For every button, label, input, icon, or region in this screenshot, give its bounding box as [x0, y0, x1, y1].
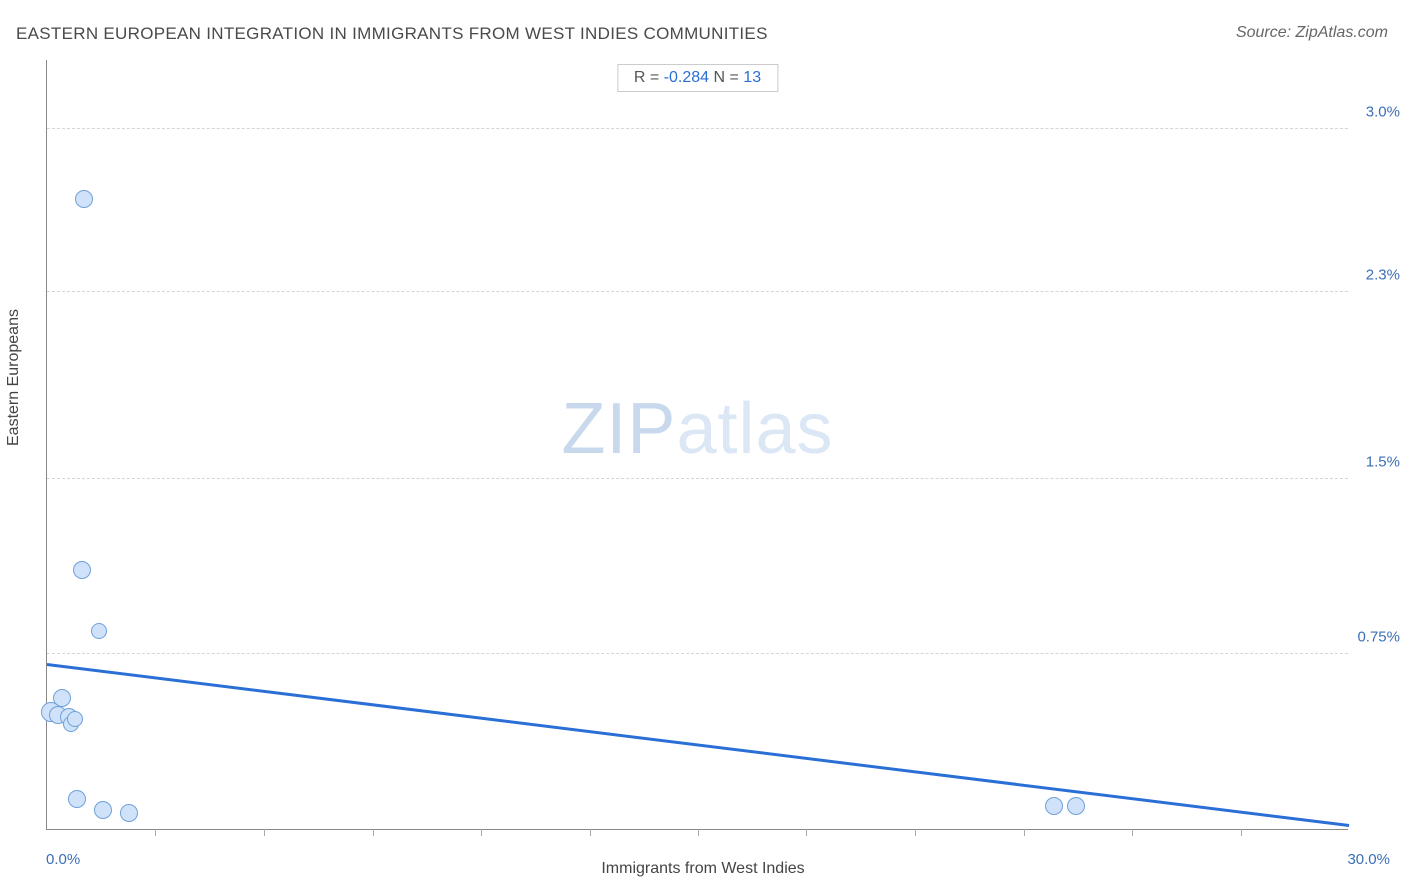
- y-axis-title: Eastern Europeans: [5, 309, 23, 446]
- scatter-point: [73, 561, 91, 579]
- n-value: 13: [743, 69, 761, 86]
- chart-title: EASTERN EUROPEAN INTEGRATION IN IMMIGRAN…: [16, 24, 768, 44]
- y-tick-label: 0.75%: [1357, 629, 1400, 646]
- gridline: [47, 128, 1348, 129]
- x-tick-mark: [373, 829, 374, 836]
- correlation-stats-box: R = -0.284 N = 13: [617, 64, 778, 92]
- regression-line: [47, 663, 1349, 826]
- x-tick-mark: [264, 829, 265, 836]
- scatter-point: [75, 190, 93, 208]
- scatter-point: [68, 790, 86, 808]
- gridline: [47, 478, 1348, 479]
- r-value: -0.284: [664, 69, 709, 86]
- watermark: ZIPatlas: [561, 388, 833, 470]
- r-label: R =: [634, 69, 664, 86]
- x-tick-mark: [590, 829, 591, 836]
- scatter-point: [120, 804, 138, 822]
- y-tick-label: 3.0%: [1366, 104, 1400, 121]
- scatter-point: [1045, 797, 1063, 815]
- x-tick-start: 0.0%: [46, 851, 80, 868]
- gridline: [47, 653, 1348, 654]
- x-tick-end: 30.0%: [1347, 851, 1390, 868]
- watermark-atlas: atlas: [676, 389, 833, 469]
- x-tick-mark: [698, 829, 699, 836]
- watermark-zip: ZIP: [561, 389, 676, 469]
- scatter-point: [91, 623, 107, 639]
- x-tick-mark: [1024, 829, 1025, 836]
- gridline: [47, 291, 1348, 292]
- y-tick-label: 1.5%: [1366, 454, 1400, 471]
- x-tick-mark: [1241, 829, 1242, 836]
- x-tick-mark: [915, 829, 916, 836]
- chart-plot-area: ZIPatlas R = -0.284 N = 13 0.75%1.5%2.3%…: [46, 60, 1348, 830]
- y-tick-label: 2.3%: [1366, 267, 1400, 284]
- x-axis-title: Immigrants from West Indies: [601, 860, 804, 878]
- x-tick-mark: [1132, 829, 1133, 836]
- scatter-point: [94, 801, 112, 819]
- n-label: N =: [709, 69, 743, 86]
- source-attribution: Source: ZipAtlas.com: [1236, 24, 1388, 42]
- scatter-point: [67, 711, 83, 727]
- x-tick-mark: [481, 829, 482, 836]
- scatter-point: [1067, 797, 1085, 815]
- x-tick-mark: [155, 829, 156, 836]
- x-tick-mark: [806, 829, 807, 836]
